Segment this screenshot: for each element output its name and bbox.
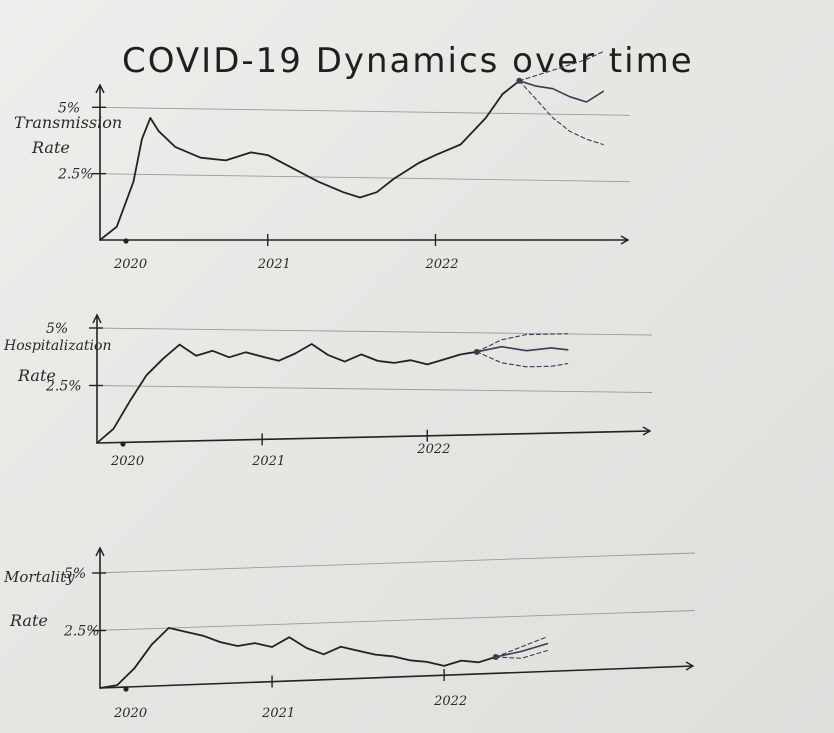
x-axis-arrow: [642, 426, 652, 436]
x-tick-label: 2022: [433, 694, 467, 709]
gridline: [93, 106, 631, 116]
x-tick-label: 2021: [251, 454, 285, 469]
y-axis-label: Rate: [31, 138, 70, 157]
x-axis: [96, 430, 651, 444]
y-tick-label: 5%: [58, 100, 80, 116]
forecast-band-line: [518, 80, 604, 146]
forecast-line: [476, 345, 569, 353]
forecast-band-line: [476, 333, 569, 353]
origin-dot: [123, 686, 129, 692]
data-line: [99, 79, 521, 241]
forecast-band-line: [476, 351, 569, 368]
y-axis-arrow: [92, 313, 102, 324]
y-axis-arrow: [95, 83, 105, 94]
gridline: [93, 610, 696, 631]
y-tick-label: 5%: [64, 566, 86, 582]
forecast-band-line: [518, 51, 604, 82]
y-axis-arrow: [95, 546, 105, 557]
x-tick-label: 2021: [261, 706, 295, 721]
y-axis-label: Rate: [17, 366, 56, 385]
y-tick-label: 2.5%: [45, 379, 82, 395]
x-tick-label: 2020: [110, 454, 144, 469]
forecast-line: [518, 80, 604, 103]
y-tick-label: 5%: [46, 321, 68, 337]
gridline: [93, 552, 696, 574]
x-tick-label: 2020: [113, 706, 147, 721]
y-axis-label: Mortality: [3, 568, 75, 586]
page-title: COVID-19 Dynamics over time: [122, 41, 694, 81]
origin-dot: [120, 441, 126, 447]
x-axis-arrow: [620, 235, 630, 245]
forecast-band-line: [495, 649, 548, 659]
x-axis: [99, 665, 694, 689]
y-tick-label: 2.5%: [57, 167, 94, 183]
y-axis-label: Hospitalization: [3, 338, 111, 354]
y-tick-label: 2.5%: [63, 624, 100, 640]
forecast-band-line: [495, 636, 548, 658]
x-tick-label: 2022: [424, 257, 458, 272]
forecast-line: [494, 642, 549, 658]
y-axis-label: Transmission: [14, 113, 122, 132]
data-line: [99, 627, 497, 689]
x-tick-label: 2021: [257, 257, 291, 272]
origin-dot: [123, 238, 129, 244]
data-line: [96, 343, 478, 444]
gridline: [90, 385, 653, 393]
y-axis-label: Rate: [9, 611, 48, 630]
gridline: [93, 173, 631, 183]
x-axis-arrow: [685, 661, 695, 671]
x-tick-label: 2022: [416, 442, 450, 457]
x-tick-label: 2020: [113, 257, 147, 272]
